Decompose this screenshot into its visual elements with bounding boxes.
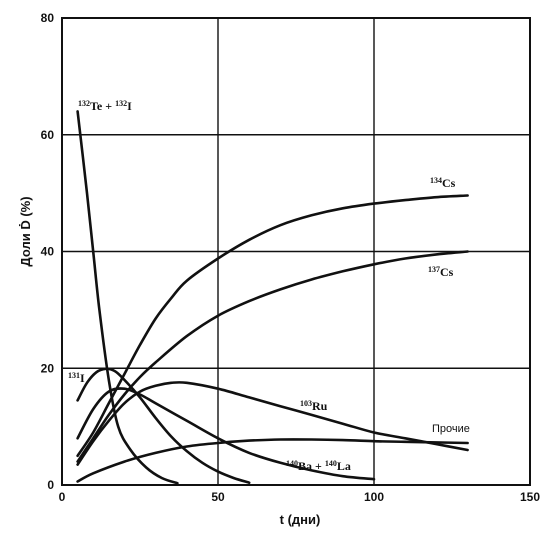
series-label-cs134: 134Cs [430, 176, 456, 191]
y-tick-label: 0 [47, 478, 54, 492]
x-tick-label: 150 [520, 490, 540, 504]
series-label-cs137: 137Cs [428, 265, 454, 280]
grid-lines [62, 18, 530, 485]
series-line-cs134 [76, 194, 469, 458]
series-line-i131 [76, 367, 251, 484]
series-line-ba_la [76, 387, 376, 481]
tick-labels: 0 50 100 150 0 20 40 60 80 [41, 11, 541, 504]
series-label-ba_la: 140Ba + 140La [286, 459, 351, 474]
series-label-ru103: 103Ru [300, 399, 328, 414]
series-line-cs137 [76, 250, 469, 463]
plot-frame [61, 17, 531, 486]
series-lines [76, 110, 469, 485]
series-line-ru103 [76, 380, 469, 466]
x-axis-title: t (дни) [280, 512, 321, 527]
series-line-other [76, 438, 469, 483]
y-tick-label: 60 [41, 128, 55, 142]
y-tick-label: 20 [41, 361, 55, 375]
x-tick-label: 100 [364, 490, 384, 504]
y-axis-title: Доли Ḋ (%) [18, 196, 33, 266]
series-label-te_i: 132Te + 132I [78, 99, 132, 114]
x-tick-label: 0 [59, 490, 66, 504]
y-tick-label: 40 [41, 245, 55, 259]
series-labels: 132Te + 132I 131I 140Ba + 140La 103Ru Прочие… [68, 99, 470, 474]
series-label-other: Прочие [432, 423, 470, 435]
series-label-i131: 131I [68, 371, 85, 386]
y-tick-label: 80 [41, 11, 55, 25]
x-tick-label: 50 [211, 490, 225, 504]
